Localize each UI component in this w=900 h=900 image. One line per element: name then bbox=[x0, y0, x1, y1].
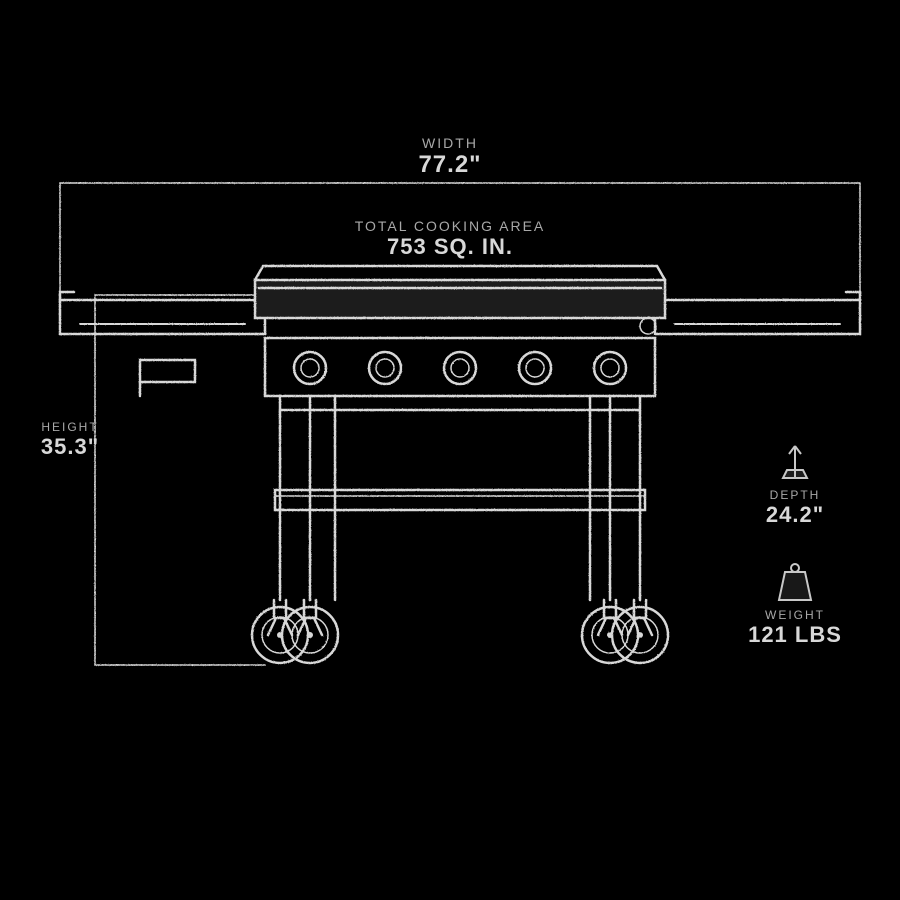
weight-dimension: WEIGHT 121 LBS bbox=[730, 560, 860, 648]
height-value: 35.3" bbox=[20, 434, 120, 460]
height-label: HEIGHT bbox=[20, 420, 120, 434]
depth-icon bbox=[775, 440, 815, 484]
width-dimension: WIDTH 77.2" bbox=[0, 135, 900, 179]
weight-value: 121 LBS bbox=[730, 622, 860, 648]
cooking-area-value: 753 SQ. IN. bbox=[0, 234, 900, 260]
weight-icon bbox=[773, 560, 817, 604]
height-dimension: HEIGHT 35.3" bbox=[20, 420, 120, 460]
weight-label: WEIGHT bbox=[730, 608, 860, 622]
width-value: 77.2" bbox=[0, 151, 900, 179]
width-label: WIDTH bbox=[0, 135, 900, 151]
cooking-area-dimension: TOTAL COOKING AREA 753 SQ. IN. bbox=[0, 218, 900, 260]
depth-label: DEPTH bbox=[730, 488, 860, 502]
depth-dimension: DEPTH 24.2" bbox=[730, 440, 860, 528]
depth-value: 24.2" bbox=[730, 502, 860, 528]
cooking-area-label: TOTAL COOKING AREA bbox=[0, 218, 900, 234]
